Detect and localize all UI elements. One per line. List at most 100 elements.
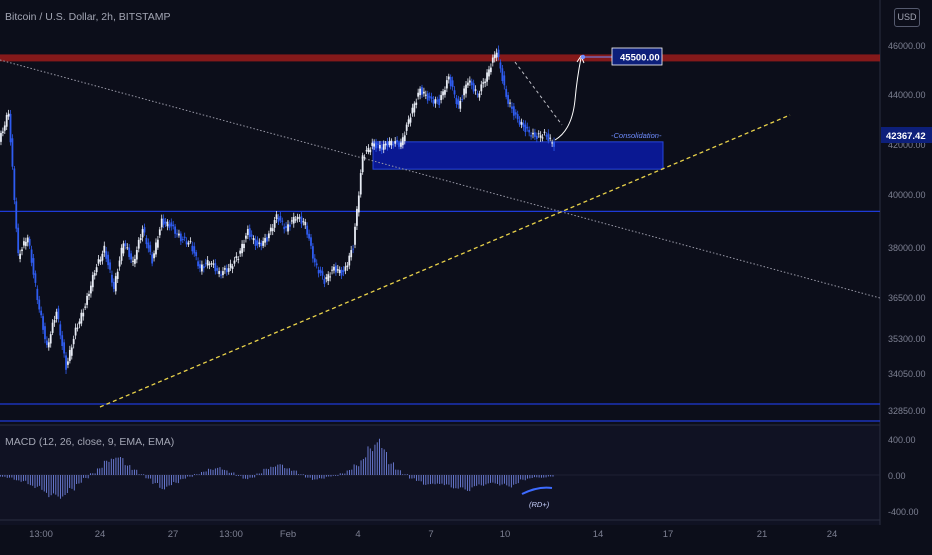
candle-body: [5, 115, 8, 127]
candle-body: [528, 129, 531, 133]
time-tick-label: 21: [757, 529, 768, 540]
candle-body: [149, 245, 152, 252]
candle-body: [419, 88, 421, 96]
divergence-line: [521, 486, 553, 495]
candle-body: [524, 124, 527, 133]
candle-body: [357, 195, 360, 213]
candle-body: [0, 132, 2, 142]
time-tick-label: 27: [168, 529, 179, 540]
candle-body: [298, 217, 301, 219]
candle-body: [202, 266, 205, 269]
candle-body: [42, 316, 44, 330]
candle-body: [476, 93, 479, 95]
time-tick-label: 14: [593, 529, 604, 540]
candle-body: [97, 259, 100, 264]
candle-body: [61, 335, 64, 346]
candle-body: [78, 321, 81, 325]
candle-body: [310, 237, 312, 246]
candle-body: [162, 218, 165, 225]
candle-body: [262, 240, 265, 246]
candle-body: [489, 67, 492, 73]
macd-tick-label: 400.00: [888, 435, 916, 445]
candle-body: [363, 157, 366, 159]
candle-body: [348, 255, 351, 266]
candle-body: [13, 168, 16, 201]
candle-body: [449, 76, 452, 87]
candle-body: [463, 88, 465, 96]
candle-body: [417, 92, 420, 97]
candle-body: [551, 142, 554, 144]
candle-body: [84, 306, 87, 308]
candle-body: [160, 218, 163, 228]
candle-body: [109, 262, 111, 270]
candle-body: [398, 142, 400, 147]
candle-body: [403, 135, 406, 142]
candle-body: [304, 221, 307, 226]
ascending-trendline: [99, 114, 791, 408]
currency-button[interactable]: USD: [894, 8, 920, 27]
time-tick-label: 24: [827, 529, 838, 540]
zone-label: -Consolidation-: [611, 131, 662, 140]
candle-body: [386, 141, 389, 147]
candle-body: [93, 273, 96, 276]
candle-body: [191, 245, 194, 252]
candle-body: [134, 258, 136, 264]
candle-body: [23, 241, 25, 246]
candle-body: [128, 247, 131, 257]
candle-body: [179, 233, 182, 242]
candle-body: [218, 271, 221, 274]
candle-body: [235, 256, 238, 259]
candle-body: [260, 243, 263, 247]
candle-body: [82, 312, 85, 317]
candle-body: [503, 75, 506, 86]
candle-body: [514, 112, 517, 115]
candle-body: [493, 54, 496, 59]
resistance-band: [0, 54, 880, 62]
candle-body: [384, 143, 387, 146]
candle-body: [195, 252, 198, 257]
candle-body: [445, 80, 448, 89]
candle-body: [507, 95, 510, 104]
short-dashed-line: [514, 61, 563, 126]
candle-body: [292, 216, 295, 224]
candle-body: [407, 119, 410, 125]
candle-body: [74, 327, 77, 336]
candle-body: [34, 273, 37, 283]
candle-body: [354, 226, 356, 245]
candle-body: [497, 49, 500, 58]
candle-body: [467, 82, 469, 86]
candle-body: [67, 361, 69, 365]
candle-body: [294, 219, 297, 221]
candle-body: [321, 271, 324, 276]
projection-arrow: [554, 57, 582, 141]
candle-body: [409, 117, 412, 123]
candle-body: [522, 122, 525, 127]
candle-body: [28, 238, 31, 246]
candle-body: [170, 222, 173, 227]
candle-body: [400, 142, 402, 147]
candle-body: [143, 227, 146, 233]
candle-body: [327, 274, 330, 281]
candle-body: [312, 246, 314, 259]
candle-body: [126, 247, 129, 249]
candle-body: [380, 147, 383, 150]
candle-body: [442, 91, 444, 96]
candle-body: [279, 216, 282, 221]
candle-body: [80, 312, 83, 324]
candle-body: [118, 260, 121, 267]
candle-body: [250, 234, 253, 237]
target-label-box: [611, 47, 663, 66]
target-label: 45500.00: [620, 53, 660, 64]
candle-body: [396, 140, 399, 143]
candle-body: [189, 241, 192, 243]
candle-body: [178, 233, 180, 236]
candle-body: [252, 237, 255, 241]
candle-body: [57, 308, 60, 320]
time-tick-label: 4: [355, 529, 360, 540]
candle-body: [392, 144, 395, 146]
candle-body: [204, 262, 207, 264]
candle-body: [176, 233, 178, 235]
candle-body: [233, 260, 236, 264]
